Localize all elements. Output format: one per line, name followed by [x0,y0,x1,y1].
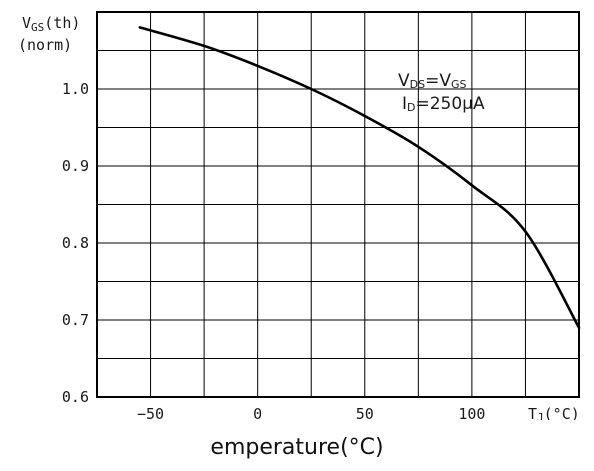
x-axis-unit-label: TJ(°C) [528,405,580,420]
y-tick-label: 0.7 [62,311,89,329]
x-tick-label: 0 [253,405,262,420]
plot-frame [96,11,580,398]
x-axis-caption: emperature(°C) [210,435,384,460]
annotation-line1: VDS=VGS [398,71,466,91]
annotation-line2: ID=250μA [402,94,485,114]
y-axis-label-line1: VGS(th) [22,14,80,34]
y-tick-label: 0.9 [62,157,89,175]
chart: 1.00.90.80.70.6−50 0 50 100 VGS(th) (norm) … [18,11,581,420]
y-tick-label: 0.6 [62,388,89,406]
ticks: 1.0 0.9 0.8 0.7 0.6 −50 0 50 100 [62,80,486,420]
y-tick-label: 1.0 [62,80,89,98]
series-layer [138,26,581,329]
x-tick-label: −50 [137,405,164,420]
y-axis-label-line2: (norm) [18,36,72,54]
y-tick-label: 0.8 [62,234,89,252]
x-tick-label: 100 [458,405,485,420]
series-line [138,26,581,329]
x-tick-label: 50 [356,405,374,420]
